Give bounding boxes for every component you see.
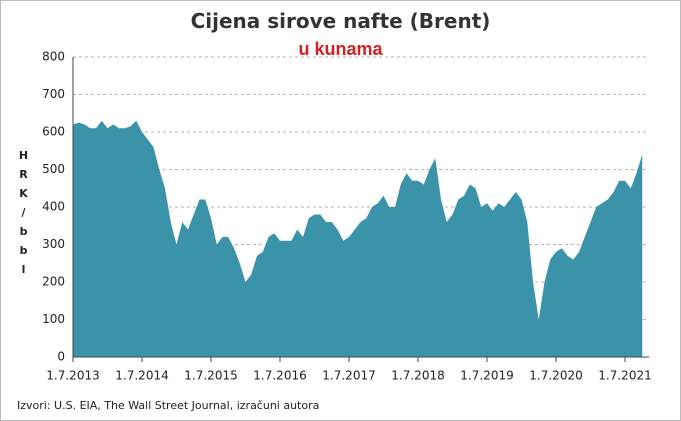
x-tick-label: 1.7.2013 xyxy=(46,369,99,383)
x-tick-label: 1.7.2015 xyxy=(184,369,237,383)
y-axis-label: HRK/bbl xyxy=(17,149,30,282)
y-tick-label: 400 xyxy=(42,200,65,214)
x-tick-label: 1.7.2017 xyxy=(322,369,375,383)
y-tick-label: 100 xyxy=(42,312,65,326)
x-tick-label: 1.7.2018 xyxy=(391,369,444,383)
chart-title: Cijena sirove nafte (Brent) xyxy=(190,9,491,33)
x-tick-label: 1.7.2016 xyxy=(253,369,306,383)
y-tick-label: 500 xyxy=(42,162,65,176)
y-tick-label: 200 xyxy=(42,275,65,289)
y-tick-label: 700 xyxy=(42,87,65,101)
x-tick-label: 1.7.2014 xyxy=(115,369,168,383)
chart-subtitle: u kunama xyxy=(298,39,383,59)
source-note: Izvori: U.S. EIA, The Wall Street Journa… xyxy=(17,399,320,412)
y-tick-label: 800 xyxy=(42,50,65,64)
y-tick-label: 0 xyxy=(57,350,65,364)
x-tick-label: 1.7.2021 xyxy=(598,369,651,383)
x-tick-label: 1.7.2019 xyxy=(460,369,513,383)
y-tick-label: 300 xyxy=(42,237,65,251)
x-tick-label: 1.7.2020 xyxy=(529,369,582,383)
area xyxy=(73,120,643,357)
y-tick-label: 600 xyxy=(42,125,65,139)
